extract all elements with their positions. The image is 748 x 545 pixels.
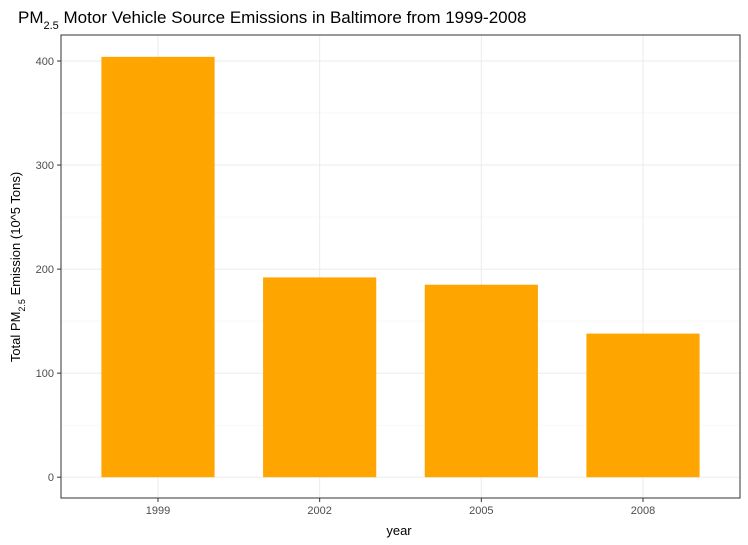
y-tick-label: 0 (48, 472, 54, 484)
x-tick-label: 2008 (631, 505, 655, 517)
y-tick-label: 400 (36, 56, 54, 68)
y-axis-title-suffix: Emission (10^5 Tons) (8, 172, 23, 299)
y-axis-title: Total PM2.5 Emission (10^5 Tons) (8, 172, 27, 362)
bar-2008 (586, 333, 700, 478)
bar-1999 (101, 56, 215, 478)
y-axis-title-subscript: 2.5 (17, 299, 27, 312)
bar-2002 (263, 277, 377, 478)
x-tick-label: 2002 (307, 505, 331, 517)
x-tick-label: 2005 (469, 505, 493, 517)
x-axis-title: year (386, 523, 412, 538)
panel-border (60, 34, 741, 499)
chart-title-subscript: 2.5 (44, 20, 59, 32)
y-tick-label: 100 (36, 368, 54, 380)
x-tick-label: 1999 (146, 505, 170, 517)
chart-title: PM2.5 Motor Vehicle Source Emissions in … (18, 8, 527, 32)
y-tick-label: 300 (36, 160, 54, 172)
chart-title-prefix: PM (18, 8, 44, 27)
y-tick-label: 200 (36, 264, 54, 276)
x-axis-ticks: 1999 2002 2005 2008 (146, 498, 655, 517)
y-axis-title-prefix: Total PM (8, 312, 23, 363)
bar-2005 (424, 284, 538, 478)
chart-title-suffix: Motor Vehicle Source Emissions in Baltim… (59, 8, 527, 27)
y-axis-ticks: 0 100 200 300 400 (36, 56, 61, 484)
bars (101, 56, 700, 478)
